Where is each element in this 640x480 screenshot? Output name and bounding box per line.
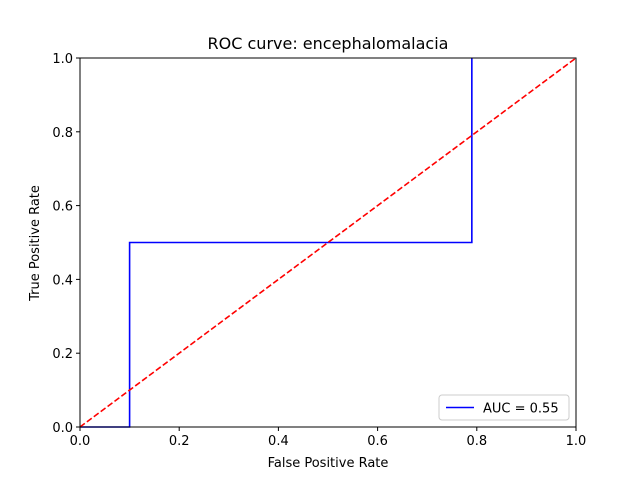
- plot-frame: [79, 57, 577, 428]
- x-tick-label: 1.0: [566, 434, 587, 449]
- y-tick-label: 0.8: [52, 126, 73, 141]
- y-tick-label: 0.0: [52, 421, 73, 436]
- axes: 0.0 0.2 0.4 0.6 0.8 1.0 0.0 0.2 0.4 0.6 0.8 1.0: [52, 52, 586, 449]
- y-tick-label: 0.6: [52, 200, 73, 215]
- y-tick-label: 1.0: [52, 52, 73, 67]
- x-tick-label: 0.0: [70, 434, 91, 449]
- y-tick-label: 0.4: [52, 273, 73, 288]
- y-tick-label: 0.2: [52, 347, 73, 362]
- chart-title: ROC curve: encephalomalacia: [208, 34, 449, 53]
- legend-label: AUC = 0.55: [483, 402, 559, 417]
- x-tick-label: 0.8: [466, 434, 487, 449]
- x-axis-label: False Positive Rate: [268, 456, 389, 471]
- y-axis-label: True Positive Rate: [28, 185, 43, 302]
- x-tick-label: 0.2: [169, 434, 190, 449]
- x-tick-label: 0.4: [268, 434, 289, 449]
- legend-box: [438, 394, 570, 421]
- x-tick-label: 0.6: [367, 434, 388, 449]
- legend: AUC = 0.55: [438, 394, 570, 421]
